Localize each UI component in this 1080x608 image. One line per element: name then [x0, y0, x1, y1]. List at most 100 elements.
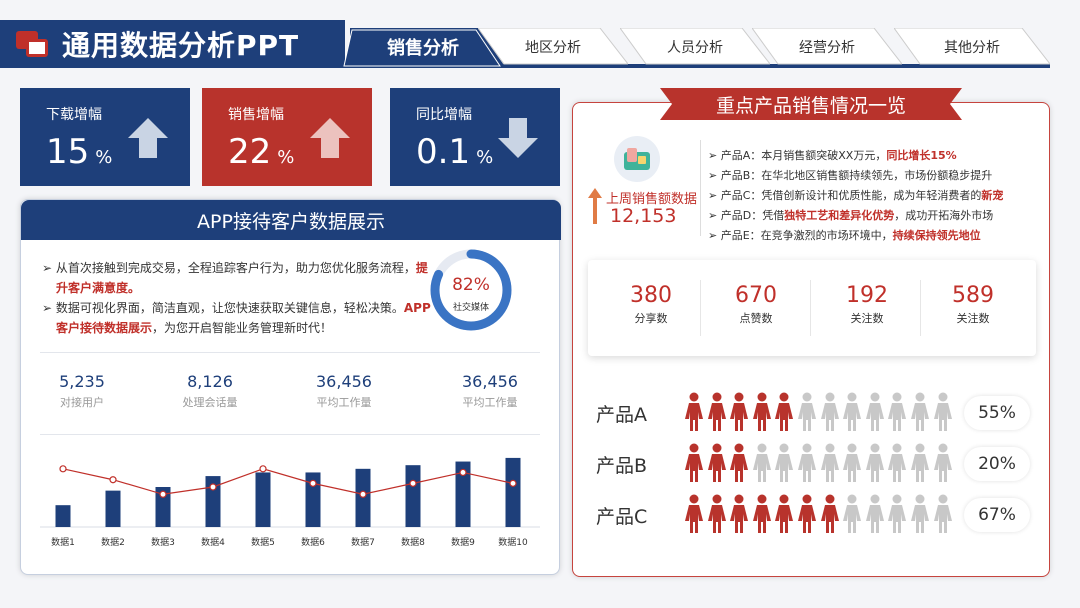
product-a-pct: 55% [964, 396, 1030, 430]
ring-value: 82% [452, 275, 490, 295]
bullet-2: ➢ 数据可视化界面，简洁直观，让您快速获取关键信息，轻松决策。APP客户接待数据… [42, 301, 431, 335]
stat-workload: 36,456 平均工作量 [316, 372, 372, 409]
arrow-up-icon [588, 188, 602, 224]
arrow-up-icon [310, 118, 350, 158]
product-list: ➢ 产品A：本月销售额突破XX万元，同比增长15% ➢ 产品B：在华北地区销售额… [708, 146, 1003, 246]
divider [810, 280, 811, 336]
bar-3 [155, 487, 171, 527]
tab-operations[interactable]: 经营分析 [752, 28, 902, 66]
person-icon [729, 392, 749, 436]
kpi-download-value: 15% [46, 132, 113, 172]
kpi-yoy: 同比增幅 0.1% [390, 88, 560, 186]
kpi-download: 下载增幅 15% [20, 88, 190, 186]
product-panel-title: 重点产品销售情况一览 [715, 94, 906, 117]
line-point-8 [409, 479, 417, 487]
divider [40, 352, 540, 353]
product-c-pct: 67% [964, 498, 1030, 532]
product-a-label: 产品A [596, 404, 647, 426]
x-tick-label: 数据2 [101, 536, 125, 548]
person-icon [684, 392, 704, 436]
person-icon [684, 494, 704, 538]
social-media-ring: 82% 社交媒体 [428, 247, 514, 333]
page-title: 通用数据分析PPT [62, 29, 300, 62]
bar-4 [205, 476, 221, 527]
person-icon [752, 392, 772, 436]
kpi-yoy-value: 0.1% [416, 132, 494, 172]
person-icon [933, 392, 953, 436]
person-icon [774, 443, 794, 487]
product-item: ➢ 产品C：凭借创新设计和优质性能，成为年轻消费者的新宠 [708, 189, 1004, 202]
line-point-2 [109, 476, 117, 484]
metric-shares: 380 分享数 [630, 283, 672, 325]
x-tick-label: 数据9 [451, 536, 475, 548]
x-tick-label: 数据1 [51, 536, 75, 548]
bullet-1: ➢ 从首次接触到完成交易，全程追踪客户行为，助力您优化服务流程，提升客户满意度。 [42, 261, 428, 295]
stat-users: 5,235 对接用户 [59, 372, 105, 409]
person-icon [865, 392, 885, 436]
weekly-sales-value: 12,153 [610, 205, 677, 227]
sales-chart-icon [614, 136, 660, 182]
person-icon [774, 494, 794, 538]
tab-staff[interactable]: 人员分析 [620, 28, 770, 66]
tab-region[interactable]: 地区分析 [478, 28, 628, 66]
tab-underline [0, 64, 1050, 68]
app-description: ➢ 从首次接触到完成交易，全程追踪客户行为，助力您优化服务流程，提升客户满意度。… [42, 258, 432, 338]
line-point-1 [59, 465, 67, 473]
bar-10 [505, 457, 521, 527]
bar-6 [305, 472, 321, 527]
kpi-download-label: 下载增幅 [46, 107, 102, 123]
kpi-sales-value: 22% [228, 132, 295, 172]
weekly-sales-label: 上周销售额数据 [606, 192, 698, 207]
person-icon [820, 443, 840, 487]
metric-follows: 192 关注数 [846, 283, 888, 325]
person-icon [933, 494, 953, 538]
line-point-4 [209, 483, 217, 491]
bar-2 [105, 490, 121, 527]
line-point-7 [359, 490, 367, 498]
metrics-card [588, 260, 1036, 356]
person-icon [797, 443, 817, 487]
line-point-3 [159, 490, 167, 498]
person-icon [910, 392, 930, 436]
person-icon [910, 494, 930, 538]
person-icon [842, 443, 862, 487]
chat-bubbles-icon [16, 29, 50, 59]
tab-other-label: 其他分析 [944, 40, 1000, 56]
person-icon [729, 443, 749, 487]
bar-line-chart: 数据1 数据2 数据3 数据4 数据5 数据6 数据7 数据8 数据9 数据10 [40, 457, 540, 548]
divider [920, 280, 921, 336]
product-c-label: 产品C [596, 506, 648, 528]
x-tick-label: 数据3 [151, 536, 175, 548]
tab-region-label: 地区分析 [525, 40, 581, 56]
person-icon [842, 494, 862, 538]
tab-operations-label: 经营分析 [799, 40, 855, 56]
person-icon [820, 392, 840, 436]
tab-sales[interactable]: 销售分析 [338, 28, 508, 68]
kpi-yoy-label: 同比增幅 [416, 107, 472, 123]
line-point-6 [309, 479, 317, 487]
person-icon [865, 494, 885, 538]
metric-follows-2: 589 关注数 [952, 283, 994, 325]
product-item: ➢ 产品E：在竞争激烈的市场环境中，持续保持领先地位 [708, 229, 981, 242]
kpi-sales: 销售增幅 22% [202, 88, 372, 186]
person-icon [887, 443, 907, 487]
ring-label: 社交媒体 [452, 303, 489, 313]
product-b-pct: 20% [964, 447, 1030, 481]
product-b-label: 产品B [596, 455, 648, 477]
stat-sessions: 8,126 处理会话量 [182, 372, 238, 409]
x-tick-label: 数据5 [251, 536, 275, 548]
arrow-up-icon [128, 118, 168, 158]
product-item: ➢ 产品B：在华北地区销售额持续领先，市场份额稳步提升 [708, 169, 993, 182]
divider [700, 140, 701, 236]
stat-workload-2: 36,456 平均工作量 [462, 372, 518, 409]
person-icon [797, 392, 817, 436]
tab-other[interactable]: 其他分析 [894, 28, 1050, 66]
person-icon [820, 494, 840, 538]
person-icon [865, 443, 885, 487]
tab-sales-label: 销售分析 [387, 38, 459, 59]
person-icon [887, 392, 907, 436]
person-icon [910, 443, 930, 487]
app-panel-title: APP接待客户数据展示 [21, 200, 561, 240]
person-icon [887, 494, 907, 538]
